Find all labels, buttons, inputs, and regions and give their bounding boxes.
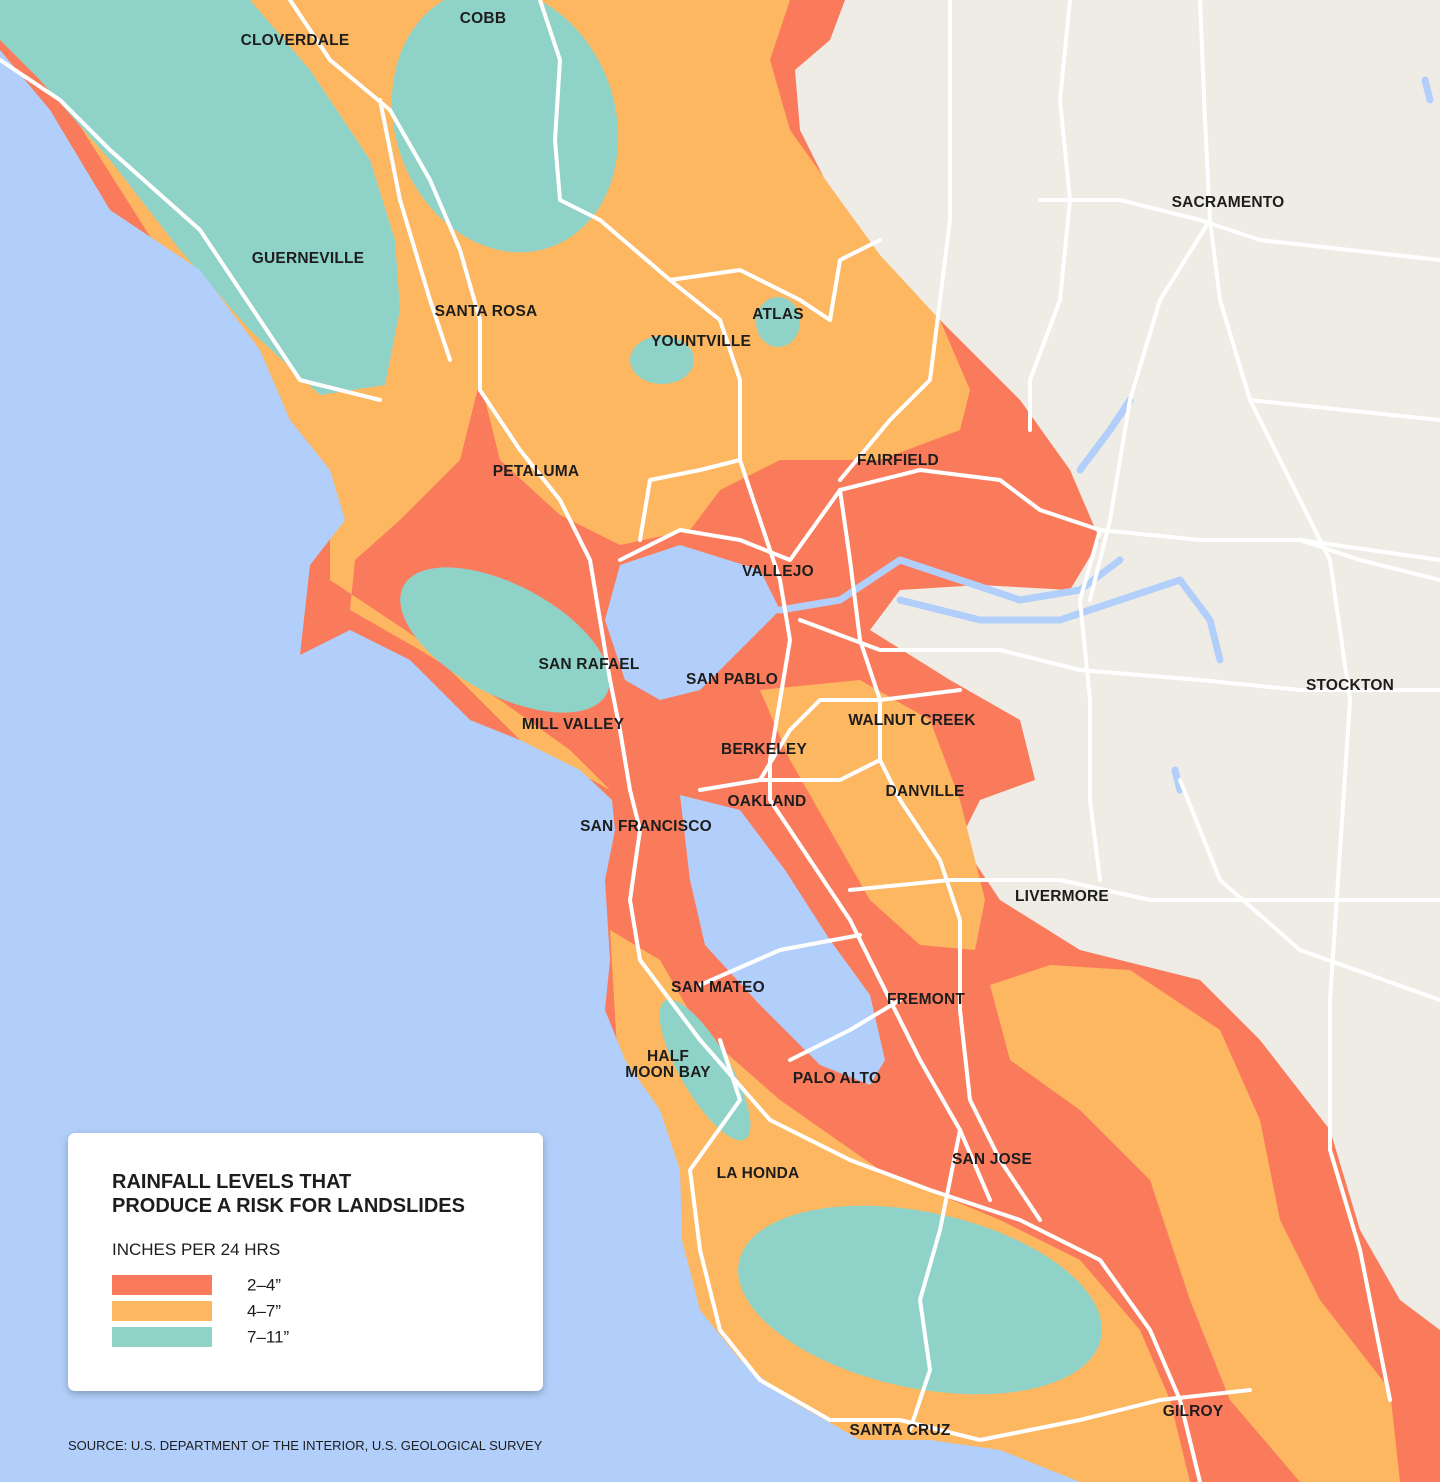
city-label: PALO ALTO bbox=[793, 1070, 881, 1087]
legend-label: 7–11” bbox=[247, 1327, 290, 1346]
city-label: GILROY bbox=[1163, 1403, 1224, 1420]
legend: RAINFALL LEVELS THAT PRODUCE A RISK FOR … bbox=[68, 1133, 543, 1391]
city-label: SAN RAFAEL bbox=[538, 656, 639, 673]
city-label: SANTA ROSA bbox=[435, 303, 538, 320]
city-label: GUERNEVILLE bbox=[252, 250, 364, 267]
zone-low bbox=[400, 567, 610, 713]
city-label: BERKELEY bbox=[721, 741, 807, 758]
city-label: SAN FRANCISCO bbox=[580, 818, 712, 835]
city-label: SACRAMENTO bbox=[1172, 194, 1285, 211]
city-label: MOON BAY bbox=[625, 1064, 711, 1081]
city-label: SANTA CRUZ bbox=[849, 1422, 950, 1439]
city-label: SAN MATEO bbox=[671, 979, 765, 996]
city-label: SAN PABLO bbox=[686, 671, 778, 688]
city-label: WALNUT CREEK bbox=[848, 712, 976, 729]
legend-title: RAINFALL LEVELS THAT bbox=[112, 1171, 351, 1193]
legend-swatch bbox=[112, 1327, 212, 1347]
city-label: YOUNTVILLE bbox=[651, 333, 751, 350]
zone-mid bbox=[990, 965, 1400, 1482]
zone-low bbox=[391, 0, 619, 253]
city-label: DANVILLE bbox=[885, 783, 964, 800]
city-label: PETALUMA bbox=[493, 463, 580, 480]
legend-subtitle: INCHES PER 24 HRS bbox=[112, 1240, 280, 1259]
city-label: OAKLAND bbox=[728, 793, 807, 810]
city-label: VALLEJO bbox=[742, 563, 814, 580]
legend-swatch bbox=[112, 1275, 212, 1295]
legend-swatch bbox=[112, 1301, 212, 1321]
city-label: STOCKTON bbox=[1306, 677, 1394, 694]
bay bbox=[680, 795, 885, 1085]
zone-low bbox=[630, 336, 694, 384]
zone-low bbox=[659, 999, 751, 1141]
source: SOURCE: U.S. DEPARTMENT OF THE INTERIOR,… bbox=[68, 1438, 543, 1453]
city-label: ATLAS bbox=[752, 306, 804, 323]
zone-low bbox=[756, 297, 800, 347]
ocean bbox=[0, 50, 1080, 1482]
city-label: MILL VALLEY bbox=[522, 716, 625, 733]
city-label: LA HONDA bbox=[717, 1165, 800, 1182]
bay bbox=[605, 545, 780, 700]
zone-low bbox=[0, 0, 400, 395]
city-label: FREMONT bbox=[887, 991, 965, 1008]
city-label: SAN JOSE bbox=[952, 1151, 1032, 1168]
city-label: LIVERMORE bbox=[1015, 888, 1109, 905]
delta bbox=[776, 76, 1434, 794]
city-labels: COBB CLOVERDALE SACRAMENTO GUERNEVILLE SANTA… bbox=[241, 10, 1394, 1439]
city-label: HALF bbox=[647, 1048, 689, 1065]
city-label: COBB bbox=[460, 10, 506, 27]
legend-label: 4–7” bbox=[247, 1301, 281, 1320]
city-label: CLOVERDALE bbox=[241, 32, 350, 49]
legend-box bbox=[68, 1133, 543, 1391]
city-label: FAIRFIELD bbox=[857, 452, 939, 469]
legend-title: PRODUCE A RISK FOR LANDSLIDES bbox=[112, 1195, 465, 1217]
legend-label: 2–4” bbox=[247, 1275, 281, 1294]
